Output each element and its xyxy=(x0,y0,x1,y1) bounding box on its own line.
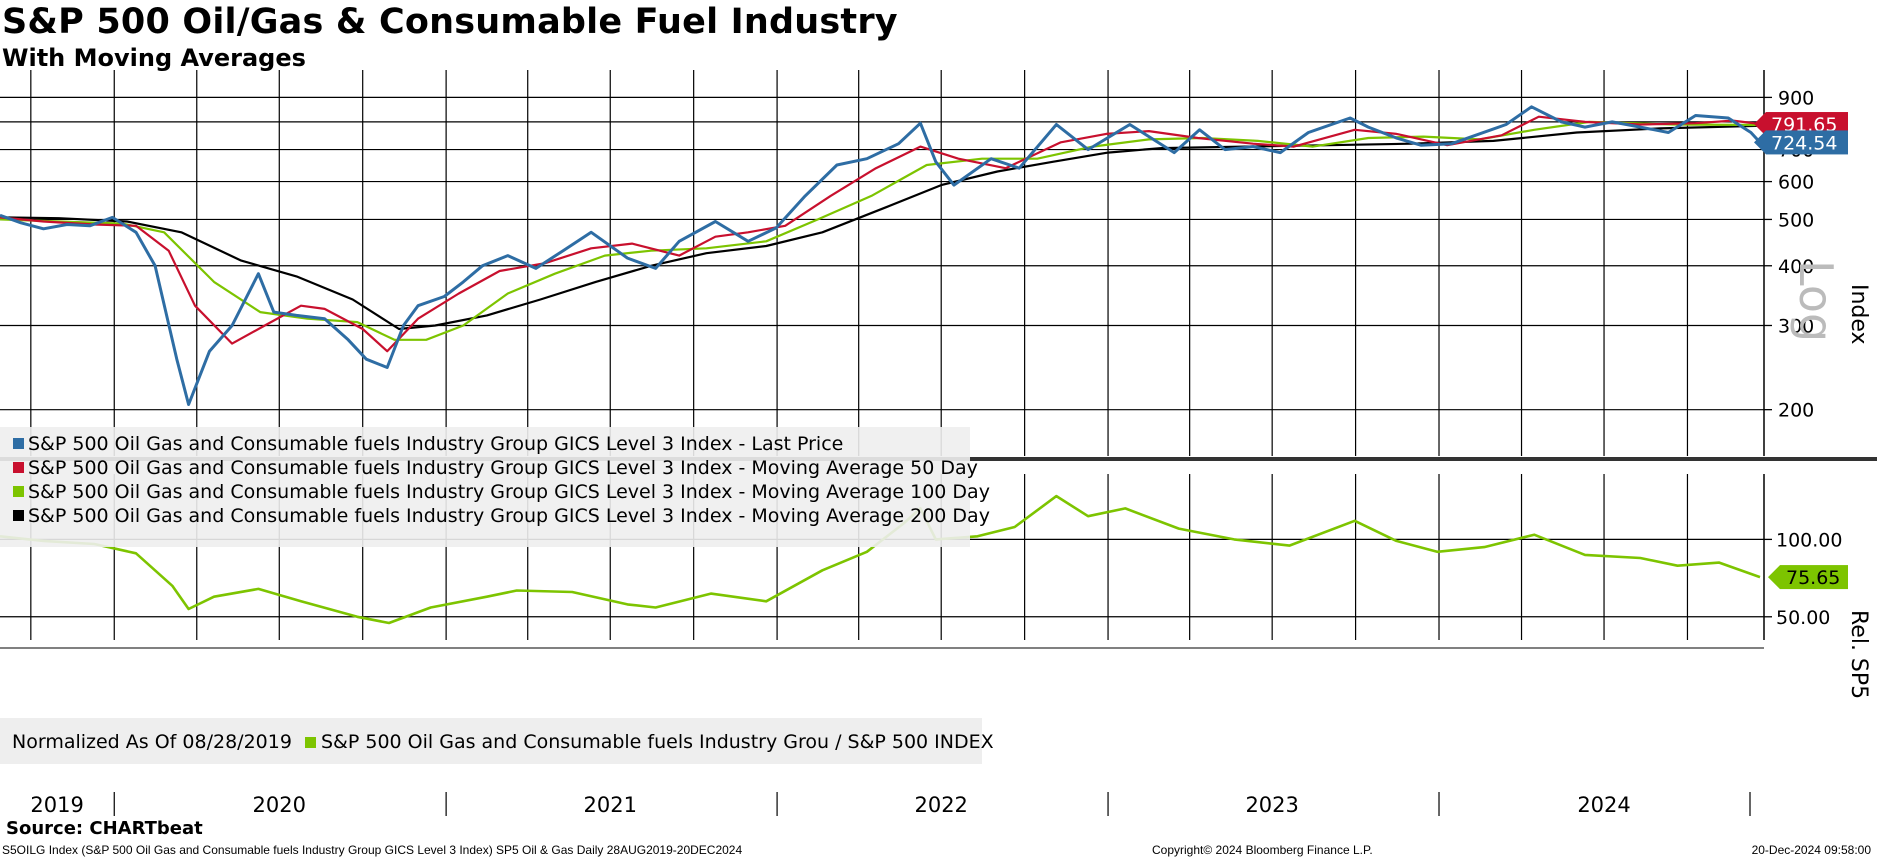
x-tick-label: 2024 xyxy=(1577,793,1630,817)
x-tick-label: 2022 xyxy=(914,793,967,817)
relative-axis-title: Rel. SP5 xyxy=(1846,610,1871,699)
legend-swatch xyxy=(13,438,24,449)
chart-title: S&P 500 Oil/Gas & Consumable Fuel Indust… xyxy=(2,2,898,42)
legend-entry: S&P 500 Oil Gas and Consumable fuels Ind… xyxy=(28,505,990,527)
legend-swatch xyxy=(13,510,24,521)
price-tick-label: 300 xyxy=(1778,315,1814,337)
price-series-line xyxy=(0,105,1762,406)
price-axis-title: Index xyxy=(1846,284,1871,345)
price-tick-label: 900 xyxy=(1778,87,1814,109)
x-tick-label: 2019 xyxy=(30,793,83,817)
relative-tick-label: 100.00 xyxy=(1776,529,1842,551)
log-scale-label: Log xyxy=(1789,260,1843,342)
price-tick-label: 200 xyxy=(1778,400,1814,422)
legend-entry: S&P 500 Oil Gas and Consumable fuels Ind… xyxy=(28,481,990,503)
relative-legend-entry: S&P 500 Oil Gas and Consumable fuels Ind… xyxy=(321,731,994,753)
legend-entry: S&P 500 Oil Gas and Consumable fuels Ind… xyxy=(28,457,978,479)
relative-last-pointer xyxy=(1768,565,1780,590)
last-value-pointer xyxy=(1754,112,1766,137)
price-panel-grid xyxy=(0,70,1764,456)
source-note: Source: CHARTbeat xyxy=(6,818,203,839)
legend-entry: S&P 500 Oil Gas and Consumable fuels Ind… xyxy=(28,433,843,455)
price-tick-label: 400 xyxy=(1778,256,1814,278)
price-tick-label: 500 xyxy=(1778,209,1814,231)
relative-last-label: 75.65 xyxy=(1786,567,1840,589)
legends: S&P 500 Oil Gas and Consumable fuels Ind… xyxy=(0,427,994,764)
relative-legend-note: Normalized As Of 08/28/2019 xyxy=(12,731,292,753)
legend-swatch xyxy=(13,462,24,473)
price-series-line xyxy=(0,124,1761,331)
price-panel-series xyxy=(0,105,1762,406)
footer-timestamp: 20-Dec-2024 09:58:00 xyxy=(1751,843,1871,857)
price-series-line xyxy=(0,120,1761,341)
relative-legend-box xyxy=(0,718,982,764)
last-value-label: 724.54 xyxy=(1771,132,1837,154)
price-tick-label: 600 xyxy=(1778,172,1814,194)
footer-copyright: Copyright© 2024 Bloomberg Finance L.P. xyxy=(1152,843,1373,857)
footer-description: S5OILG Index (S&P 500 Oil Gas and Consum… xyxy=(2,843,743,857)
x-tick-label: 2020 xyxy=(253,793,306,817)
relative-last-badge xyxy=(1780,565,1848,590)
x-tick-label: 2023 xyxy=(1245,793,1298,817)
last-value-badge xyxy=(1766,130,1848,155)
price-legend-box xyxy=(0,427,970,547)
legend-swatch xyxy=(13,486,24,497)
chart-subtitle: With Moving Averages xyxy=(2,44,306,72)
last-value-badge xyxy=(1766,112,1848,137)
relative-tick-label: 50.00 xyxy=(1776,607,1830,629)
x-tick-label: 2021 xyxy=(584,793,637,817)
last-value-pointer xyxy=(1754,130,1766,155)
legend-swatch xyxy=(305,737,316,748)
